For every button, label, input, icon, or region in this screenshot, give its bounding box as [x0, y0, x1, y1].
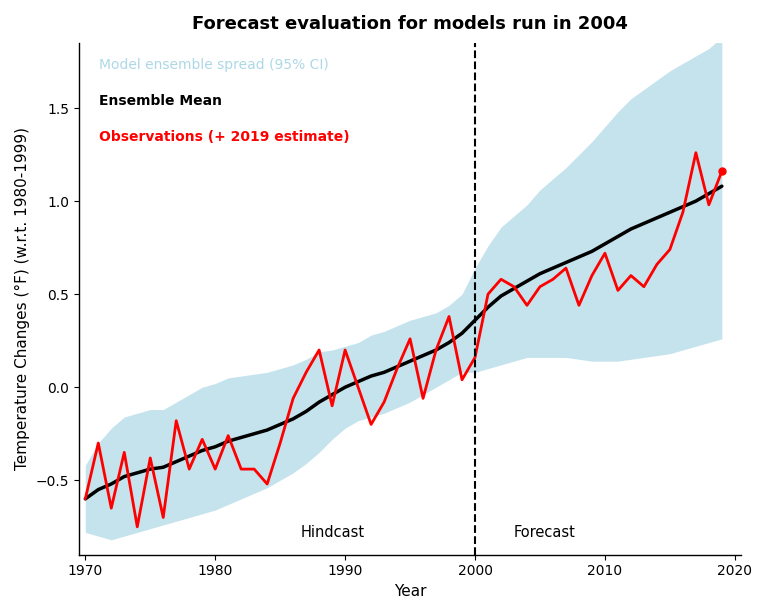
- Y-axis label: Temperature Changes (°F) (w.r.t. 1980-1999): Temperature Changes (°F) (w.r.t. 1980-19…: [15, 127, 30, 470]
- Text: Observations (+ 2019 estimate): Observations (+ 2019 estimate): [98, 130, 349, 144]
- Text: Ensemble Mean: Ensemble Mean: [98, 94, 222, 108]
- Text: Forecast: Forecast: [514, 525, 576, 540]
- X-axis label: Year: Year: [394, 584, 426, 599]
- Text: Model ensemble spread (95% CI): Model ensemble spread (95% CI): [98, 58, 329, 72]
- Title: Forecast evaluation for models run in 2004: Forecast evaluation for models run in 20…: [192, 15, 628, 33]
- Text: Hindcast: Hindcast: [300, 525, 365, 540]
